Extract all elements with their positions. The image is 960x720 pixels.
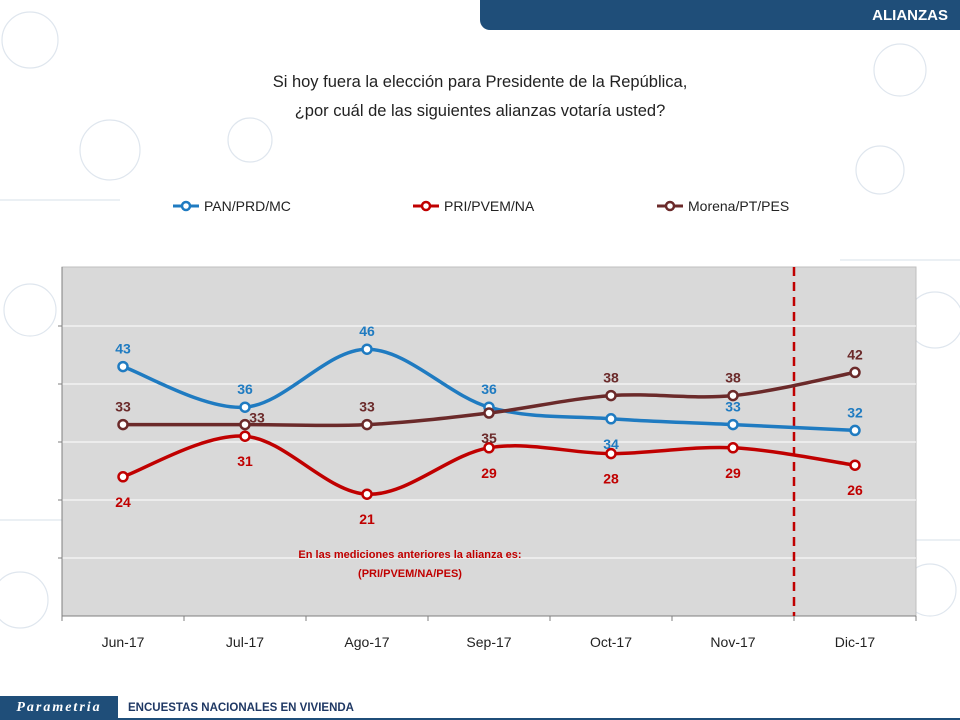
data-point-pri [117, 471, 129, 483]
footer-rule [118, 718, 960, 720]
data-label-pri: 31 [237, 453, 253, 469]
data-label-pan: 43 [115, 341, 131, 357]
data-label-pri: 26 [847, 482, 863, 498]
data-point-pri [239, 430, 251, 442]
data-point-pri [605, 447, 617, 460]
data-point-pan [605, 413, 617, 425]
data-point-morena [849, 366, 861, 379]
data-label-pan: 36 [237, 381, 253, 397]
data-label-morena: 38 [725, 370, 741, 386]
section-title: ALIANZAS [872, 6, 948, 24]
data-point-pan [727, 418, 739, 431]
data-point-pan [239, 401, 251, 413]
data-point-pan [361, 343, 373, 355]
legend-label-pan: PAN/PRD/MC [204, 198, 291, 214]
x-tick-label: Dic-17 [835, 634, 876, 650]
data-point-morena [605, 389, 617, 402]
parametria-logo: Parametria [0, 696, 118, 720]
data-point-morena [483, 407, 495, 419]
legend-item-morena: Morena/PT/PES [656, 198, 789, 214]
data-label-morena: 38 [603, 370, 619, 386]
data-label-pan: 34 [603, 436, 619, 452]
section-header: ALIANZAS [480, 0, 960, 30]
data-point-pri [727, 442, 739, 454]
data-point-pri [849, 459, 861, 471]
data-label-morena: 33 [115, 399, 131, 415]
legend-marker-pan [173, 200, 199, 212]
data-label-morena: 42 [847, 346, 863, 362]
data-label-morena: 35 [481, 430, 497, 446]
data-label-morena: 33 [359, 399, 375, 415]
legend-marker-pri [413, 200, 439, 212]
data-point-morena [727, 389, 739, 402]
legend-marker-morena [657, 200, 683, 212]
legend-item-pri: PRI/PVEM/NA [412, 198, 534, 214]
x-tick-label: Nov-17 [710, 634, 755, 650]
x-tick-label: Oct-17 [590, 634, 632, 650]
legend-item-pan: PAN/PRD/MC [172, 198, 291, 214]
data-label-pri: 29 [725, 465, 741, 481]
annotation-line-1: En las mediciones anteriores la alianza … [298, 549, 521, 561]
data-label-pri: 24 [115, 494, 131, 510]
x-tick-label: Sep-17 [466, 634, 511, 650]
data-point-morena [117, 418, 129, 431]
footer-caption: ENCUESTAS NACIONALES EN VIVIENDA [128, 702, 354, 714]
question-line-2: ¿por cuál de las siguientes alianzas vot… [294, 102, 666, 120]
data-point-pan [117, 360, 129, 373]
data-label-pri: 21 [359, 511, 375, 527]
question-line-1: Si hoy fuera la elección para Presidente… [272, 73, 688, 91]
survey-question: Si hoy fuera la elección para Presidente… [130, 68, 830, 126]
data-point-pan [849, 424, 861, 437]
data-label-pan: 33 [725, 399, 741, 415]
data-label-pan: 46 [359, 323, 375, 339]
legend-label-morena: Morena/PT/PES [688, 198, 790, 214]
data-label-pri: 28 [603, 471, 619, 487]
x-tick-label: Jul-17 [226, 634, 264, 650]
x-tick-label: Jun-17 [102, 634, 145, 650]
data-label-pan: 32 [847, 404, 863, 420]
data-point-pri [483, 442, 495, 454]
data-point-morena [239, 418, 251, 431]
data-point-pri [361, 488, 373, 500]
data-point-morena [361, 418, 373, 431]
data-label-morena: 33 [249, 410, 265, 426]
chart-legend: PAN/PRD/MC PRI/PVEM/NA Morena/PT/PES [0, 198, 960, 222]
x-tick-label: Ago-17 [344, 634, 389, 650]
legend-label-pri: PRI/PVEM/NA [444, 198, 535, 214]
annotation-line-2: (PRI/PVEM/NA/PES) [358, 568, 462, 580]
data-label-pan: 36 [481, 381, 497, 397]
data-label-pri: 29 [481, 465, 497, 481]
